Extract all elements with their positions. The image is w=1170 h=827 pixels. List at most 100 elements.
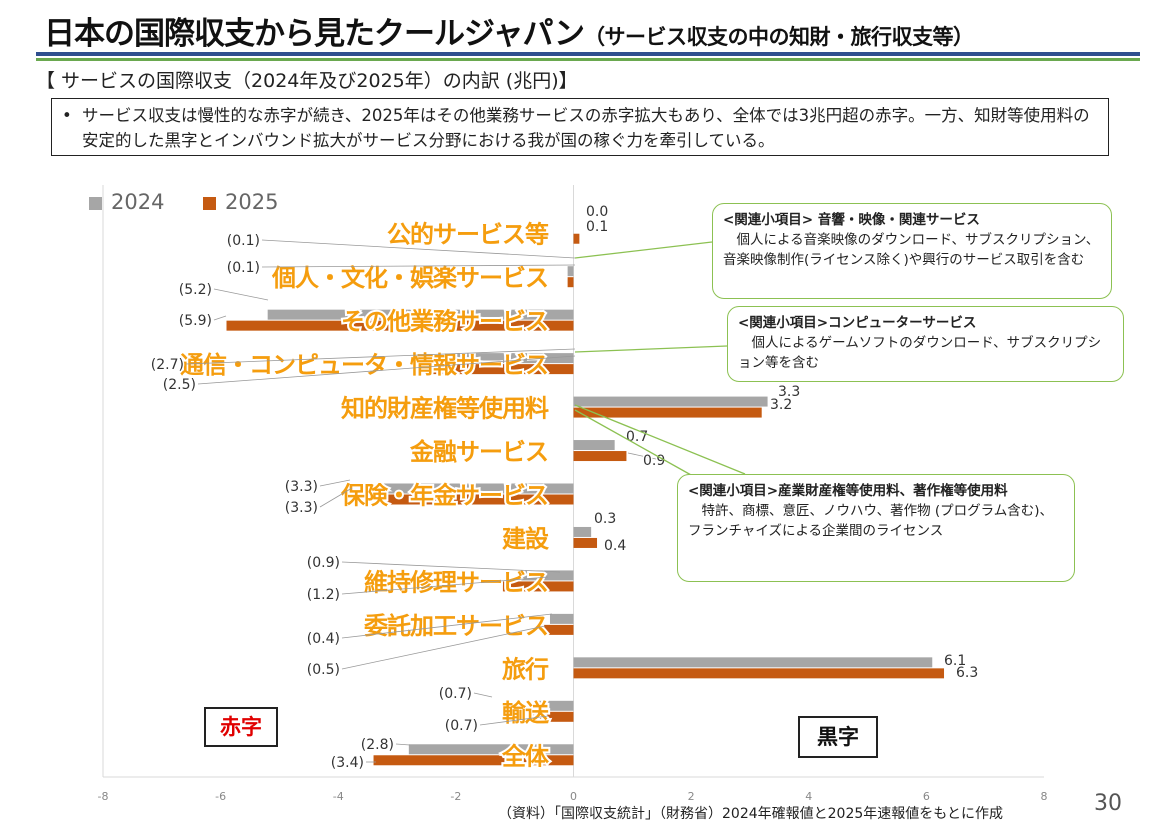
callout-computer-body: 個人によるゲームソフトのダウンロード、サブスクリプション等を含む [738,335,1102,371]
x-tick-label: 2 [688,790,695,803]
bar-2025 [573,537,598,548]
callout-computer: <関連小項目>コンピューターサービス 個人によるゲームソフトのダウンロード、サブ… [727,306,1124,382]
data-label-leader [395,743,411,746]
bar-2025 [426,364,574,375]
callout-ip-connector [574,404,746,475]
x-tick-label: 8 [1041,790,1048,803]
data-label-2024: (0.9) [307,555,340,571]
title-rule-green [36,58,1140,61]
callout-audio-visual-body: 個人による音楽映像のダウンロード、サブスクリプション、音楽映像制作(ライセンス除… [723,232,1100,268]
data-label-2024: 0.3 [594,511,616,527]
category-label: 維持修理サービス [364,568,548,596]
bar-2025 [502,581,574,592]
x-tick-label: -8 [98,790,109,803]
callout-audio-visual-head: <関連小項目> 音響・映像・関連サービス [723,212,980,228]
category-label: 知的財産権等使用料 [341,395,549,423]
title-rule-blue [36,52,1140,56]
data-label-2024: (3.3) [285,479,318,495]
legend-label-2025: 2025 [225,190,278,214]
data-label-leader [319,487,353,508]
data-label-leader [197,355,576,385]
data-label-2025: 3.2 [770,397,792,413]
data-label-leader [213,288,269,301]
bar-2025 [573,451,627,462]
bar-2024 [414,353,574,364]
page-subtitle: （サービス収支の中の知財・旅行収支等） [584,25,974,49]
data-label-leader [261,239,576,259]
x-tick-label: -4 [333,790,344,803]
bar-2024 [549,613,574,624]
legend-label-2024: 2024 [111,190,164,214]
bar-2024 [573,440,615,451]
x-tick-label: 4 [805,790,812,803]
data-label-2024: (0.7) [439,686,472,702]
data-label-leader [341,625,546,670]
data-label-leader [213,315,227,321]
data-label-2025: (3.3) [285,500,318,516]
data-label-leader [627,452,657,460]
category-label: 全体 [501,742,550,770]
bar-2025 [567,277,574,288]
x-tick-label: 6 [923,790,930,803]
category-label: 旅行 [502,655,549,683]
bar-2024 [520,570,574,581]
category-label: 公的サービス等 [387,221,549,249]
data-label-2024: 6.1 [944,653,966,669]
data-label-2024: (2.7) [151,357,184,373]
callout-audio-visual-connector [574,241,713,259]
data-label-leader [185,348,576,365]
callout-computer-head: <関連小項目>コンピューターサービス [738,315,977,331]
bar-2024 [408,744,574,755]
category-label: 輸送 [502,699,550,727]
category-label: 委託加工サービス [363,612,548,640]
bar-2024 [532,700,574,711]
legend-swatch-2025 [203,197,216,210]
bar-2024 [567,266,574,277]
bullet-marker: • [62,106,72,125]
x-tick-label: -2 [450,790,461,803]
data-label-2025: 6.3 [956,665,978,681]
bar-2025 [544,624,574,635]
data-label-2024: 0.0 [586,204,608,220]
data-label-2024: (0.4) [307,631,340,647]
category-label: その他業務サービス [341,308,548,336]
data-label-2025: (0.1) [227,260,260,276]
data-label-leader [319,479,351,487]
x-tick-label: 0 [570,790,577,803]
callout-ip: <関連小項目>産業財産権等使用料、著作権等使用料 特許、商標、意匠、ノウハウ、著… [677,474,1075,582]
section-title: 【 サービスの国際収支（2024年及び2025年）の内訳 (兆円)】 [36,70,578,92]
surplus-label: 黒字 [798,716,878,758]
category-label: 建設 [502,525,550,553]
data-label-2025: 0.4 [604,538,626,554]
callout-ip-head: <関連小項目>産業財産権等使用料、著作権等使用料 [688,483,1008,499]
bar-2025 [573,668,945,679]
bar-2025 [379,494,574,505]
data-label-leader [341,613,553,639]
data-label-2024: (2.8) [361,737,394,753]
callout-ip-body: 特許、商標、意匠、ノウハウ、著作物 (プログラム含む)、フランチャイズによる企業… [688,503,1054,539]
data-label-2024: (0.1) [227,233,260,249]
data-label-leader [473,692,493,698]
data-label-2025: (1.2) [307,587,340,603]
legend-swatch-2024 [89,197,102,210]
deficit-label: 赤字 [204,707,278,747]
summary-text: サービス収支は慢性的な赤字が続き、2025年はその他業務サービスの赤字拡大もあり… [82,106,1090,150]
page-title: 日本の国際収支から見たクールジャパン（サービス収支の中の知財・旅行収支等） [44,16,974,52]
page-number: 30 [1094,791,1122,816]
data-label-2024: 3.3 [778,384,800,400]
category-label: 金融サービス [409,438,548,466]
data-label-2025: 0.1 [586,219,608,235]
callout-audio-visual: <関連小項目> 音響・映像・関連サービス 個人による音楽映像のダウンロード、サブ… [712,203,1112,299]
data-label-leader [341,576,549,595]
data-label-2025: (3.4) [331,755,364,771]
bar-2025 [573,407,762,418]
data-label-2024: 0.7 [626,429,648,445]
data-label-2025: 0.9 [643,453,665,469]
bar-2024 [573,526,592,537]
category-label: 通信・コンピュータ・情報サービス [180,351,548,379]
callout-ip-connector-2 [574,409,701,481]
bar-2025 [226,320,574,331]
category-label: 個人・文化・娯楽サービス [271,264,548,292]
source-footnote: （資料）「国際収支統計」（財務省）2024年確報値と2025年速報値をもとに作成 [498,806,1003,822]
